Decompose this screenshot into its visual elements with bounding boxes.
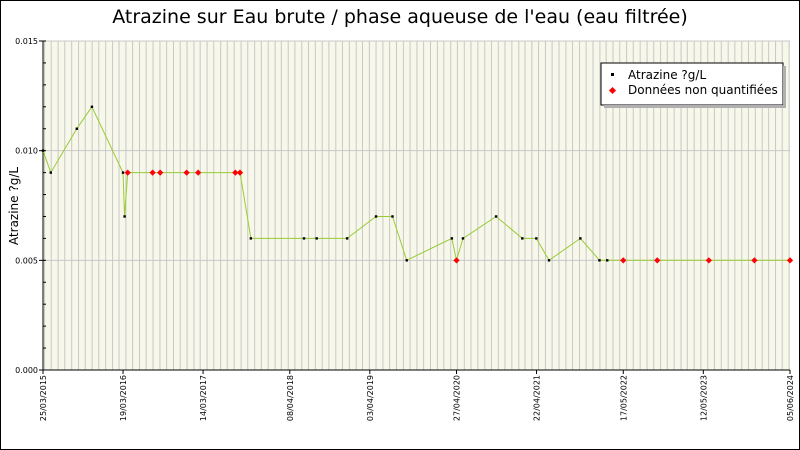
data-point xyxy=(345,237,349,240)
data-point xyxy=(374,215,378,218)
legend-marker-quantified xyxy=(611,73,614,76)
x-tick-label: 05/06/2024 xyxy=(786,375,795,421)
axes: 0.000 0.005 0.010 0.015 25/03/2015 19/03/2016… xyxy=(15,37,795,421)
x-tick-label: 19/03/2016 xyxy=(119,375,128,421)
x-tick-label: 14/03/2017 xyxy=(199,375,208,421)
data-point xyxy=(302,237,306,240)
y-tick-label: 0.015 xyxy=(15,37,38,46)
legend-marker-non-quantified xyxy=(608,86,617,95)
data-point xyxy=(123,215,126,218)
data-point-non-quantified xyxy=(453,257,460,264)
data-point xyxy=(535,237,538,240)
x-tick-label: 27/04/2020 xyxy=(453,375,462,421)
legend: Atrazine ?g/L Données non quantifiées xyxy=(600,62,786,108)
data-point xyxy=(606,259,609,262)
data-point xyxy=(450,237,454,240)
data-point xyxy=(75,127,78,130)
data-point xyxy=(315,237,318,240)
data-point xyxy=(598,259,601,262)
y-tick-label: 0.000 xyxy=(15,366,38,375)
data-point xyxy=(405,259,408,262)
data-point xyxy=(41,149,45,152)
x-tick-label: 08/04/2018 xyxy=(286,375,295,421)
legend-label-quantified: Atrazine ?g/L xyxy=(628,68,706,82)
legend-box xyxy=(600,62,784,106)
x-tick-label: 12/05/2023 xyxy=(699,375,708,421)
data-point xyxy=(547,259,551,262)
data-point xyxy=(249,237,253,240)
data-point xyxy=(521,237,524,240)
x-tick-label: 22/04/2021 xyxy=(533,375,542,421)
data-point xyxy=(121,171,125,174)
y-tick-label: 0.010 xyxy=(15,147,38,156)
x-tick-label: 25/03/2015 xyxy=(39,375,48,421)
y-axis-label: Atrazine ?g/L xyxy=(7,167,21,245)
data-point-non-quantified xyxy=(124,169,131,176)
data-point-non-quantified xyxy=(236,169,244,176)
legend-shadow-right xyxy=(783,66,786,108)
x-tick-label: 03/04/2019 xyxy=(366,375,375,421)
y-tick-label: 0.005 xyxy=(15,256,38,265)
legend-shadow-bottom xyxy=(604,105,786,108)
data-point xyxy=(461,237,465,240)
data-point xyxy=(391,215,394,218)
legend-label-non-quantified: Données non quantifiées xyxy=(628,83,778,97)
data-point xyxy=(49,171,52,174)
data-point xyxy=(494,215,498,218)
x-tick-label: 17/05/2022 xyxy=(619,375,628,421)
data-point xyxy=(90,105,94,108)
chart-title: Atrazine sur Eau brute / phase aqueuse d… xyxy=(112,6,688,28)
data-point xyxy=(579,237,582,240)
